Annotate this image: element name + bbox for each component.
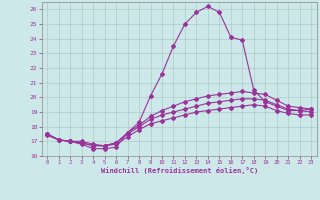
X-axis label: Windchill (Refroidissement éolien,°C): Windchill (Refroidissement éolien,°C) (100, 167, 258, 174)
